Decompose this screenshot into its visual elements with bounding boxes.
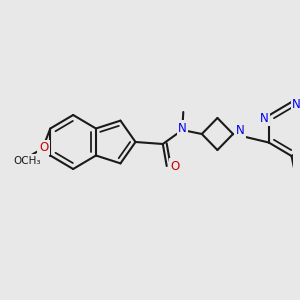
Text: N: N bbox=[260, 112, 268, 125]
Text: O: O bbox=[39, 141, 48, 154]
Text: N: N bbox=[236, 124, 244, 137]
Text: N: N bbox=[178, 122, 187, 134]
Text: N: N bbox=[292, 98, 300, 112]
Text: O: O bbox=[171, 160, 180, 172]
Text: OCH₃: OCH₃ bbox=[13, 155, 41, 166]
